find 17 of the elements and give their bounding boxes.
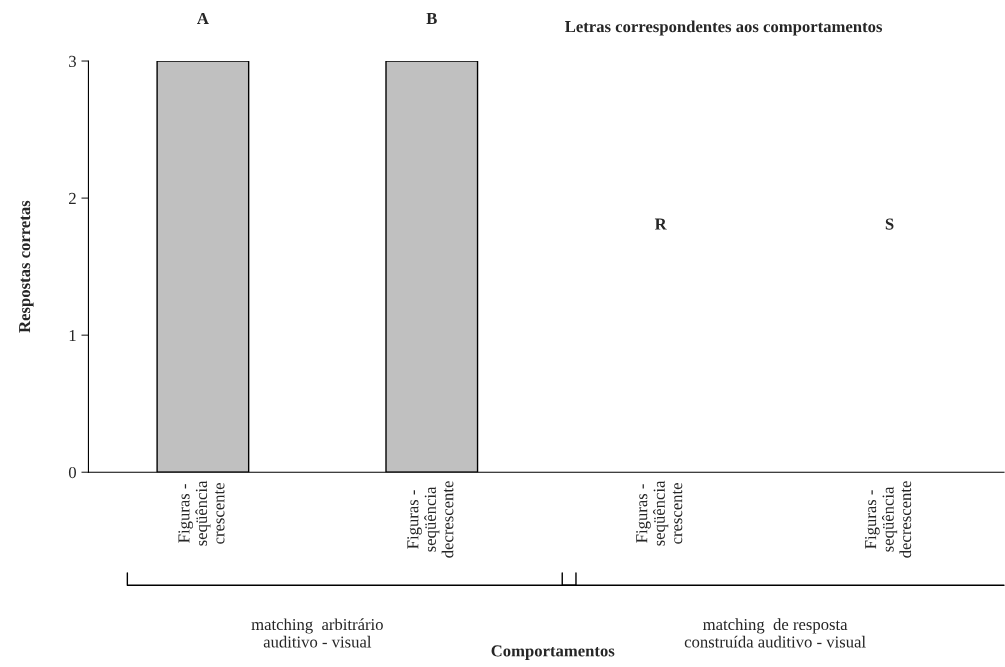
text: A — [197, 12, 209, 24]
x-tick-label: Figuras - seqüência decrescente — [407, 481, 454, 558]
text: matching arbitrário auditivo - visual — [251, 618, 383, 648]
y-tick-label: 2 — [69, 192, 76, 204]
annotation: S — [885, 218, 894, 230]
chart-title: Letras correspondentes aos comportamentos — [565, 20, 883, 36]
y-tick-label: 1 — [69, 329, 76, 341]
x-tick-label: Figuras - seqüência crescente — [178, 480, 225, 546]
text: matching de resposta construída auditivo - visual — [684, 618, 866, 648]
x-tick-label: Figuras - seqüência decrescente — [865, 481, 912, 558]
y-axis-title: Respostas corretas — [19, 200, 34, 333]
y-tick-label: 3 — [69, 55, 76, 67]
annotation: R — [654, 218, 667, 230]
text: Comportamentos — [491, 645, 615, 660]
text: B — [426, 13, 437, 24]
y-tick-label: 0 — [68, 466, 76, 479]
x-tick-label: Figuras - seqüência crescente — [636, 480, 683, 546]
